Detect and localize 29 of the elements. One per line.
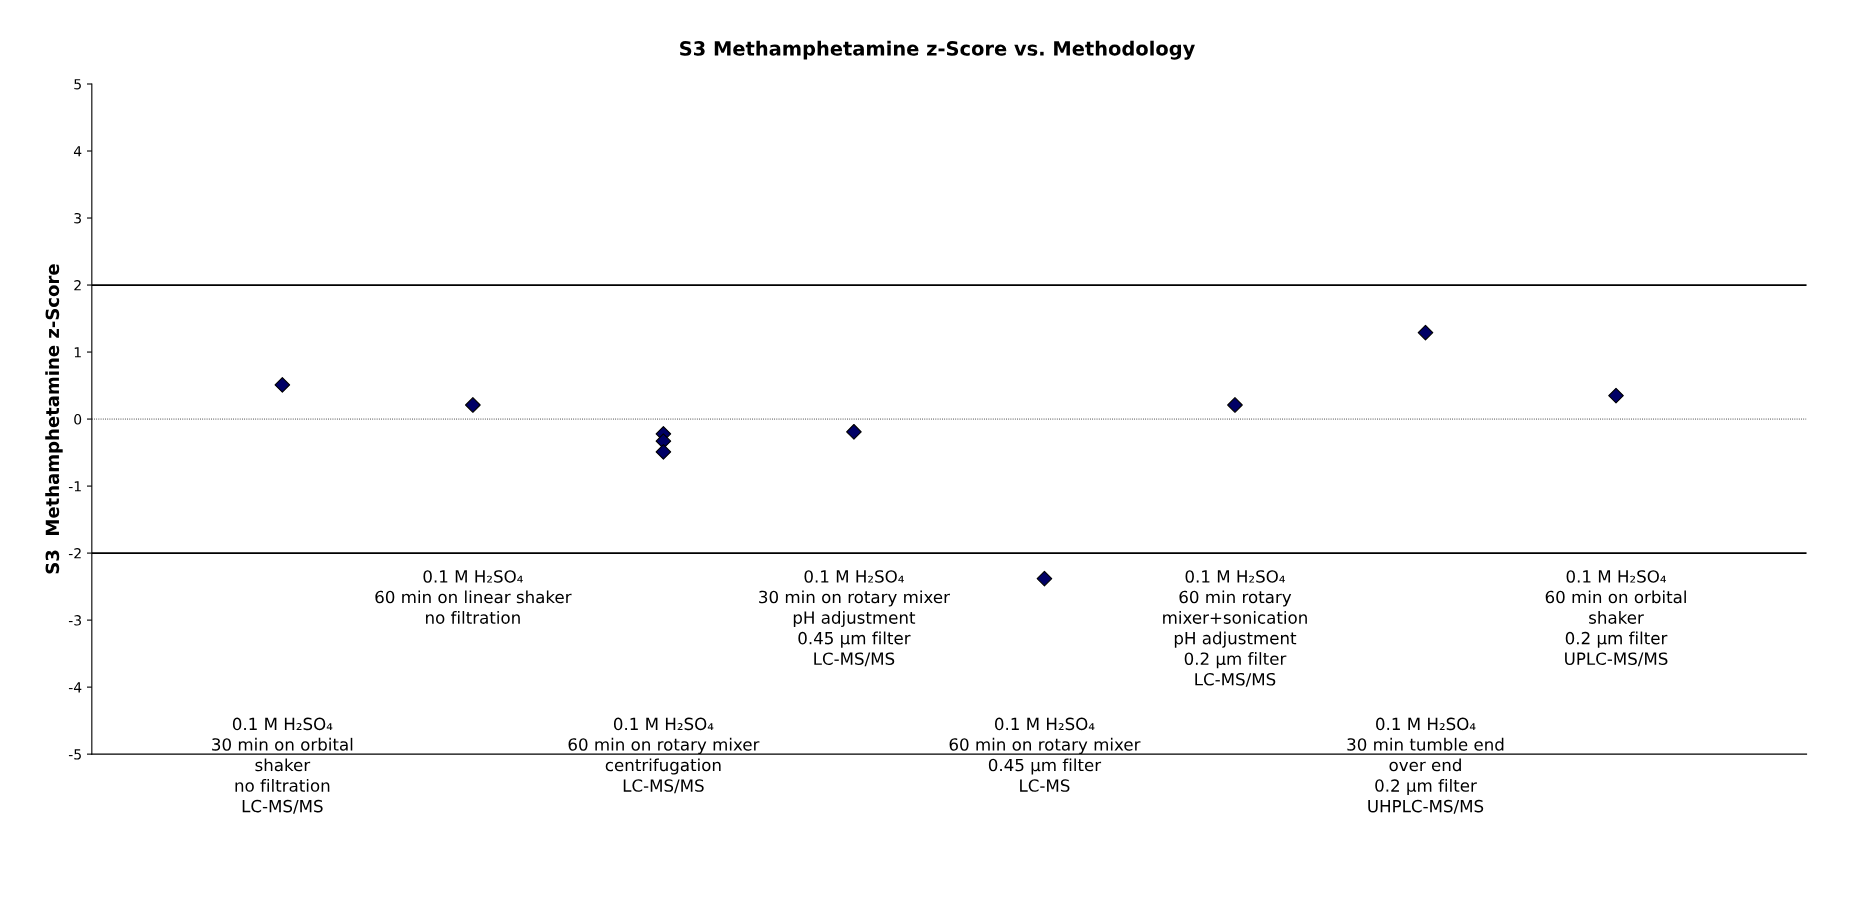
y-tick-label: 5	[74, 79, 81, 90]
y-tick-label: 4	[73, 146, 82, 157]
point	[274, 377, 291, 393]
point	[846, 423, 862, 440]
x-tick-label: 0.1 M H₂SO₄ 60 min on linear shaker no filtration	[375, 570, 572, 624]
x-tick-label: 0.1 M H₂SO₄ 60 min rotary mixer+sonication pH adjustment 0.2 µm filter LC-MS/MS	[1163, 570, 1307, 687]
x-tick-label: 0.1 M H₂SO₄ 60 min on orbital shaker 0.2 µm filter UPLC-MS/MS	[1545, 570, 1686, 667]
y-tick-label: -2	[68, 548, 81, 559]
y-tick-label: -1	[68, 481, 81, 492]
y-tick-label: 3	[74, 212, 81, 224]
chart-title: S3 Methamphetamine z-Score vs. Methodology	[680, 40, 1195, 60]
y-tick-label: -5	[68, 749, 81, 760]
point	[655, 444, 672, 460]
x-tick-label: 0.1 M H₂SO₄ 30 min tumble end over end 0.2 µm filter UHPLC-MS/MS	[1347, 717, 1504, 814]
y-tick-label: -4	[68, 682, 82, 693]
x-tick-label: 0.1 M H₂SO₄ 60 min on rotary mixer centrifugation LC-MS/MS	[568, 717, 760, 794]
y-tick-label: 2	[74, 280, 81, 291]
x-tick-label: 0.1 M H₂SO₄ 30 min on orbital shaker no filtration LC-MS/MS	[212, 717, 353, 814]
point	[465, 397, 481, 413]
point	[1227, 397, 1243, 413]
point	[1417, 324, 1434, 341]
y-axis-title: S3 Methamphetamine z-Score	[45, 264, 63, 574]
y-tick-label: 1	[74, 347, 81, 358]
point	[1608, 387, 1624, 404]
y-tick-label: -3	[68, 615, 81, 626]
x-tick-label: 0.1 M H₂SO₄ 30 min on rotary mixer pH adjustment 0.45 µm filter LC-MS/MS	[759, 570, 950, 667]
x-tick-label: 0.1 M H₂SO₄ 60 min on rotary mixer 0.45 µm filter LC-MS	[949, 717, 1141, 792]
point	[1036, 570, 1053, 587]
y-tick-label: 0	[74, 414, 82, 425]
